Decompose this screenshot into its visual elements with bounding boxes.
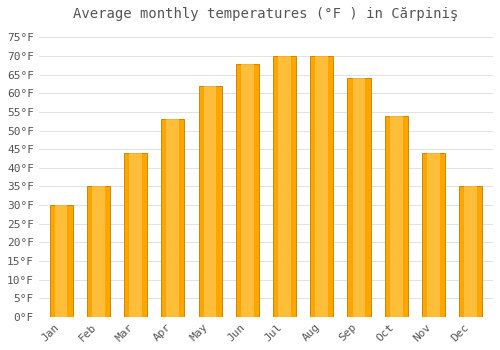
Bar	[162, 119, 184, 317]
Title: Average monthly temperatures (°F ) in Cărpiniş: Average monthly temperatures (°F ) in Că…	[74, 7, 458, 21]
Bar	[204, 86, 216, 317]
Bar	[55, 205, 68, 317]
Bar	[124, 153, 147, 317]
Bar	[278, 56, 291, 317]
Bar	[352, 78, 366, 317]
Bar	[348, 78, 370, 317]
Bar	[130, 153, 142, 317]
Bar	[273, 56, 296, 317]
Bar	[459, 187, 482, 317]
Bar	[427, 153, 440, 317]
Bar	[422, 153, 445, 317]
Bar	[92, 187, 104, 317]
Bar	[390, 116, 402, 317]
Bar	[166, 119, 179, 317]
Bar	[310, 56, 334, 317]
Bar	[384, 116, 408, 317]
Bar	[241, 63, 254, 317]
Bar	[316, 56, 328, 317]
Bar	[50, 205, 72, 317]
Bar	[236, 63, 259, 317]
Bar	[464, 187, 477, 317]
Bar	[87, 187, 110, 317]
Bar	[198, 86, 222, 317]
